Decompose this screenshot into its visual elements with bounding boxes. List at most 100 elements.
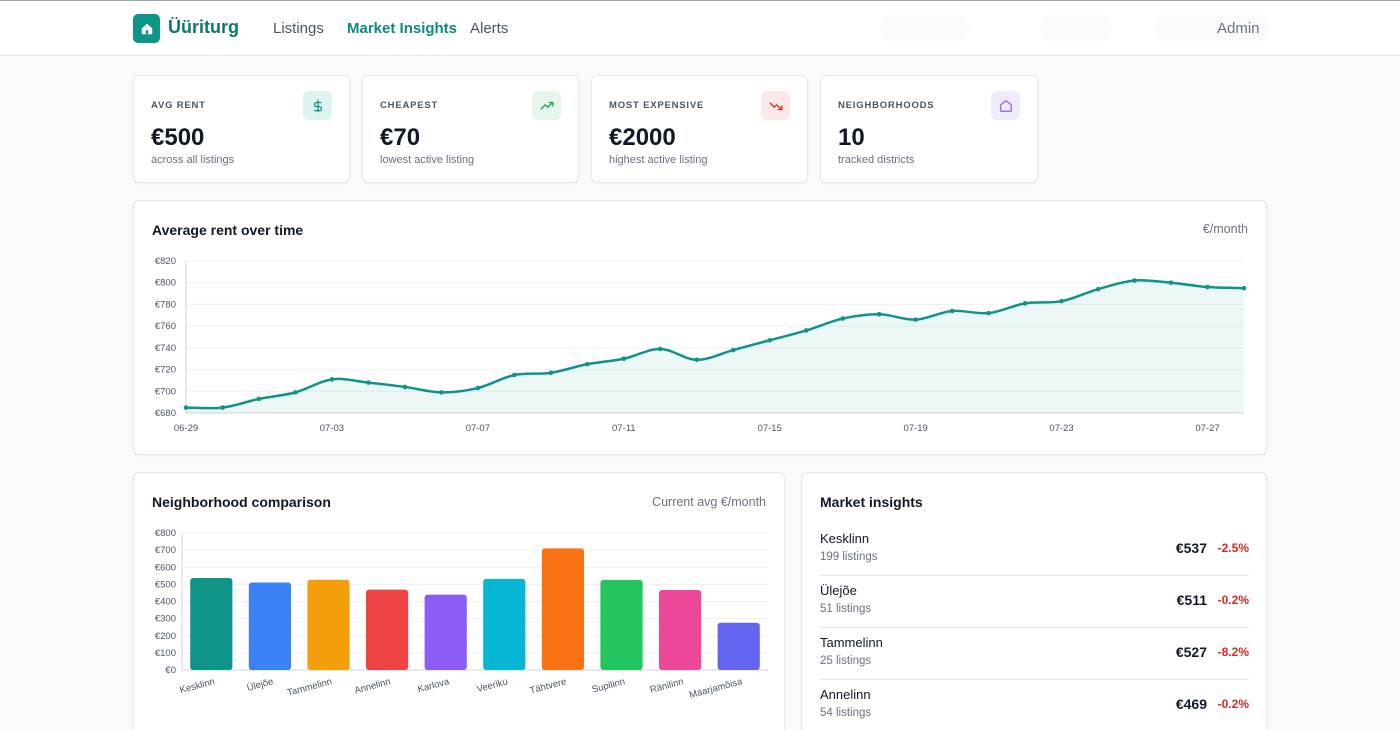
y-tick-label: €100 bbox=[155, 648, 176, 659]
panel-title: Market insights bbox=[820, 494, 923, 510]
bar-8 bbox=[659, 590, 702, 670]
insight-row[interactable]: Annelinn 54 listings €469 -0.2% bbox=[820, 687, 1249, 730]
x-tick-label: Ülejõe bbox=[246, 676, 275, 694]
home-icon bbox=[991, 91, 1020, 120]
neighborhood-comparison-panel: Neighborhood comparison Current avg €/mo… bbox=[133, 472, 785, 730]
x-tick-label: 07-23 bbox=[1049, 423, 1073, 434]
listing-count: 54 listings bbox=[820, 707, 872, 719]
panel-unit: Current avg €/month bbox=[652, 495, 766, 509]
price-change: -8.2% bbox=[1217, 645, 1249, 659]
data-point bbox=[402, 384, 408, 390]
bar-3 bbox=[366, 589, 409, 670]
data-point bbox=[840, 316, 845, 321]
nav-listings[interactable]: Listings bbox=[273, 20, 324, 37]
area-fill bbox=[186, 280, 1244, 413]
bar-9 bbox=[717, 622, 760, 670]
data-point bbox=[512, 372, 517, 378]
x-tick-label: Kesklinn bbox=[179, 676, 217, 696]
top-navigation-bar: Üüriturg Listings Market Insights Alerts… bbox=[0, 0, 1400, 56]
y-tick-label: €200 bbox=[155, 631, 176, 642]
header-blurred-element bbox=[1155, 15, 1270, 41]
neighborhood-name: Annelinn bbox=[820, 687, 871, 702]
data-point bbox=[220, 405, 225, 410]
data-point bbox=[694, 357, 700, 363]
data-point bbox=[913, 317, 918, 322]
stat-value: €500 bbox=[151, 124, 205, 151]
data-point bbox=[803, 328, 809, 333]
x-tick-label: 06-29 bbox=[174, 423, 198, 434]
data-point bbox=[548, 370, 554, 376]
x-tick-label: 07-07 bbox=[466, 423, 490, 434]
neighborhood-name: Kesklinn bbox=[820, 531, 870, 546]
stat-subtitle: highest active listing bbox=[609, 154, 708, 166]
data-point bbox=[1132, 278, 1137, 283]
y-tick-label: €740 bbox=[155, 343, 176, 354]
x-tick-label: Supilinn bbox=[591, 676, 627, 695]
rent-series-line bbox=[185, 279, 1245, 410]
neighborhood-name: Ülejõe bbox=[820, 583, 857, 598]
neighborhood-name: Tammelinn bbox=[820, 635, 883, 650]
row-divider bbox=[820, 627, 1249, 628]
stat-subtitle: across all listings bbox=[151, 154, 235, 166]
data-point bbox=[730, 347, 736, 353]
bar-6 bbox=[541, 548, 584, 670]
data-point bbox=[657, 346, 663, 352]
data-point bbox=[876, 311, 882, 317]
data-point bbox=[475, 385, 481, 391]
data-point bbox=[621, 356, 627, 362]
stat-value: €70 bbox=[380, 124, 421, 151]
insight-row[interactable]: Kesklinn 199 listings €537 -2.5% bbox=[820, 531, 1249, 583]
data-point bbox=[256, 396, 262, 402]
row-divider bbox=[820, 575, 1249, 576]
nav-alerts[interactable]: Alerts bbox=[470, 20, 509, 37]
insight-row[interactable]: Tammelinn 25 listings €527 -8.2% bbox=[820, 635, 1249, 687]
y-tick-label: €700 bbox=[155, 386, 176, 397]
nav-market-insights[interactable]: Market Insights bbox=[347, 20, 458, 37]
x-tick-label: 07-27 bbox=[1195, 423, 1219, 434]
insight-row[interactable]: Ülejõe 51 listings €511 -0.2% bbox=[820, 583, 1249, 635]
stat-label: NEIGHBORHOODS bbox=[838, 100, 935, 111]
rent-over-time-panel: Average rent over time €/month €680 €700 €… bbox=[133, 200, 1267, 455]
admin-user-menu[interactable]: Admin bbox=[1217, 20, 1260, 37]
stat-value: €2000 bbox=[609, 124, 676, 151]
panel-unit: €/month bbox=[1202, 222, 1248, 236]
y-tick-label: €720 bbox=[155, 365, 176, 376]
data-point bbox=[1241, 285, 1247, 291]
panel-title: Neighborhood comparison bbox=[152, 494, 331, 510]
y-tick-label: €400 bbox=[155, 597, 176, 608]
trending-up-icon bbox=[532, 91, 561, 120]
data-point bbox=[986, 310, 991, 316]
bar-7 bbox=[600, 579, 643, 670]
listing-count: 25 listings bbox=[820, 655, 872, 667]
stat-label: CHEAPEST bbox=[380, 100, 439, 111]
stat-card-most-expensive: MOST EXPENSIVE €2000 highest active list… bbox=[591, 75, 808, 183]
x-tick-label: 07-19 bbox=[903, 423, 927, 434]
market-insights-panel: Market insights Kesklinn 199 listings €5… bbox=[801, 472, 1267, 730]
price-change: -0.2% bbox=[1217, 697, 1249, 711]
average-price: €537 bbox=[1175, 540, 1207, 556]
listing-count: 199 listings bbox=[820, 551, 878, 563]
y-tick-label: €0 bbox=[165, 665, 176, 676]
y-tick-label: €700 bbox=[155, 545, 176, 556]
average-price: €511 bbox=[1176, 592, 1207, 608]
y-tick-label: €820 bbox=[155, 256, 176, 267]
stat-card-cheapest: CHEAPEST €70 lowest active listing bbox=[362, 75, 579, 183]
data-point bbox=[1059, 298, 1064, 304]
stat-value: 10 bbox=[838, 124, 865, 151]
x-tick-label: Annelinn bbox=[353, 676, 392, 696]
y-tick-label: €600 bbox=[155, 562, 176, 573]
y-tick-label: €800 bbox=[155, 528, 176, 539]
x-tick-label: 07-15 bbox=[758, 423, 782, 434]
data-point bbox=[585, 361, 590, 367]
bar-1 bbox=[248, 582, 291, 670]
brand-name[interactable]: Üüriturg bbox=[168, 17, 239, 37]
data-point bbox=[183, 405, 189, 410]
data-point bbox=[439, 390, 444, 395]
price-change: -0.2% bbox=[1217, 593, 1249, 607]
stat-label: AVG RENT bbox=[151, 100, 206, 111]
x-tick-label: Tähtvere bbox=[529, 676, 568, 696]
stat-subtitle: lowest active listing bbox=[380, 154, 475, 166]
bar-0 bbox=[190, 578, 233, 670]
stat-card-avg-rent: AVG RENT €500 across all listings bbox=[133, 75, 350, 183]
logo-home-icon[interactable] bbox=[133, 14, 160, 43]
